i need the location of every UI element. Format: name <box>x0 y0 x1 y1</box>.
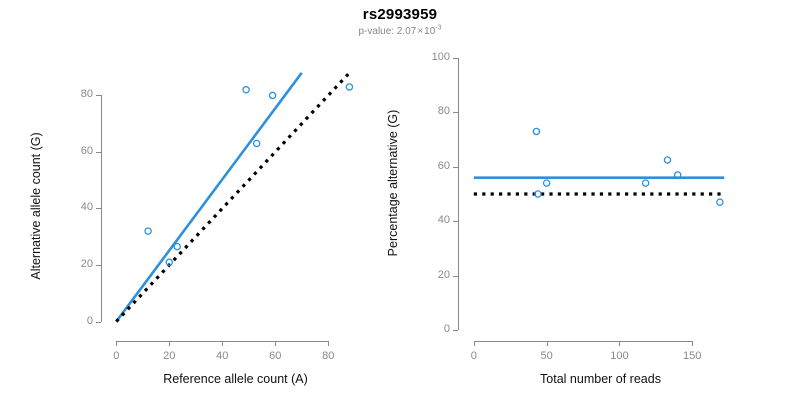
y-axis-tick <box>96 265 101 266</box>
y-axis-tick-label: 0 <box>86 314 93 327</box>
y-axis-tick <box>96 95 101 97</box>
x-axis-tick <box>473 341 475 346</box>
x-axis-title: Reference allele count (A) <box>163 372 308 386</box>
x-axis-tick-label: 150 <box>683 350 702 362</box>
page-title: rs2993959 <box>362 6 438 23</box>
data-point <box>663 156 672 164</box>
y-axis-title: Percentage alternative (G) <box>386 109 400 257</box>
y-axis-tick-label: 20 <box>80 258 93 270</box>
data-point <box>716 198 724 206</box>
data-point <box>173 242 181 251</box>
x-axis-tick <box>275 341 277 346</box>
y-axis-tick-label: 80 <box>80 88 93 101</box>
data-point <box>165 258 174 266</box>
data-point <box>268 91 277 100</box>
y-axis-tick <box>453 112 458 114</box>
y-axis-tick <box>453 275 458 277</box>
panel-reads-vs-percentage: 0 20 40 60 80 100 0 50 100 150 Total number of rea… <box>386 0 800 400</box>
data-point <box>345 83 354 91</box>
plot-data-area <box>115 71 354 323</box>
y-axis-tick-label: 80 <box>437 105 450 118</box>
x-axis-tick <box>692 341 694 346</box>
data-point <box>252 139 261 148</box>
x-axis-tick-label: 0 <box>113 350 120 362</box>
panel-reference-vs-alternative: 0 20 40 60 80 0 20 40 60 80 Reference allele count… <box>29 71 354 386</box>
x-axis-tick-label: 50 <box>540 350 553 362</box>
y-axis-line <box>458 58 459 330</box>
x-axis-title: Total number of reads <box>540 372 661 386</box>
y-axis-tick-label: 0 <box>443 323 450 335</box>
x-axis-tick <box>116 341 118 346</box>
x-axis-tick-label: 0 <box>470 350 477 362</box>
subtitle-pvalue-text: p-value: 2.07 <box>358 26 417 37</box>
data-point <box>532 127 541 136</box>
y-axis-tick <box>453 166 458 168</box>
x-axis-tick-label: 20 <box>163 350 176 362</box>
x-axis-tick-label: 80 <box>322 350 335 362</box>
y-axis-tick-label: 40 <box>80 201 93 214</box>
x-axis-tick <box>328 341 330 346</box>
y-axis-tick-label: 40 <box>437 214 450 227</box>
x-axis-tick-label: 100 <box>610 350 629 362</box>
x-axis-tick <box>546 341 548 346</box>
x-axis-line <box>473 341 693 342</box>
y-axis-tick <box>96 208 101 210</box>
reference-line <box>115 71 351 323</box>
y-axis-tick-label: 20 <box>437 268 450 281</box>
figure-title-block: rs2993959 p-value: 2.07×10-3 <box>0 6 800 39</box>
y-axis-tick-label: 100 <box>431 51 450 63</box>
subtitle-base: 10 <box>424 26 436 37</box>
x-axis-tick-label: 40 <box>216 350 229 362</box>
y-axis-title: Alternative allele count (G) <box>29 132 43 280</box>
data-point <box>242 86 250 94</box>
subtitle-times-symbol: × <box>417 26 424 37</box>
y-axis-tick-label: 60 <box>437 159 450 172</box>
data-point <box>144 227 152 235</box>
y-axis-line <box>101 95 102 322</box>
y-axis-tick-label: 60 <box>80 144 93 157</box>
subtitle-exponent: -3 <box>435 24 442 32</box>
y-axis-tick <box>453 58 458 59</box>
y-axis-tick <box>96 321 101 323</box>
y-axis-tick <box>96 151 101 153</box>
x-axis-tick <box>619 341 621 346</box>
data-point <box>542 179 551 187</box>
plot-data-area <box>473 127 725 206</box>
fit-line <box>115 72 303 323</box>
data-point <box>534 190 542 198</box>
data-point <box>673 171 682 179</box>
data-point <box>641 179 650 187</box>
x-axis-tick <box>222 341 224 346</box>
figure-subtitle: p-value: 2.07×10-3 <box>0 25 800 39</box>
y-axis-tick <box>453 221 458 223</box>
x-axis-tick <box>169 341 171 346</box>
x-axis-tick-label: 60 <box>269 350 282 362</box>
y-axis-tick <box>453 330 458 331</box>
